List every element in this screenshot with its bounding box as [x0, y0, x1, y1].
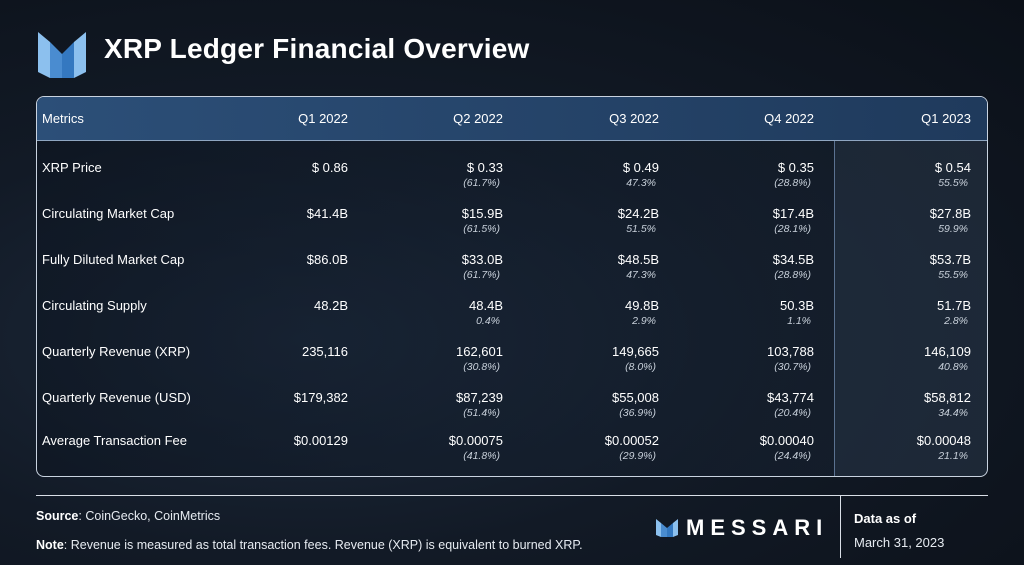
table-cell-value: $43,774: [767, 390, 814, 405]
table-cell-change: (29.9%): [619, 450, 656, 462]
brand-logo: MESSARI: [656, 515, 828, 541]
metric-label: Fully Diluted Market Cap: [42, 252, 185, 267]
table-cell-change: 21.1%: [938, 450, 968, 462]
table-cell-value: 146,109: [924, 344, 971, 359]
table-cell-value: 149,665: [612, 344, 659, 359]
table-cell-change: (61.5%): [463, 223, 500, 235]
table-cell-value: 49.8B: [625, 298, 659, 313]
data-as-of-label: Data as of: [854, 511, 917, 526]
table-cell-value: $53.7B: [929, 252, 971, 267]
table-cell-value: $0.00052: [604, 433, 659, 448]
data-as-of-date: March 31, 2023: [854, 535, 945, 550]
table-cell-change: 47.3%: [626, 177, 656, 189]
table-cell-value: $48.5B: [617, 252, 659, 267]
table-cell-change: 51.5%: [626, 223, 656, 235]
column-header-q4-2022: Q4 2022: [764, 111, 814, 126]
metric-label: XRP Price: [42, 160, 102, 175]
table-cell-change: (30.7%): [774, 361, 811, 373]
table-cell-value: $27.8B: [929, 206, 971, 221]
table-cell-value: $0.00129: [293, 433, 348, 448]
table-cell-value: $ 0.54: [934, 160, 971, 175]
table-cell-value: $15.9B: [461, 206, 503, 221]
revenue-note: Note: Revenue is measured as total trans…: [36, 538, 583, 552]
messari-small-logo-icon: [656, 519, 678, 537]
table-cell-change: (28.1%): [774, 223, 811, 235]
table-cell-value: 51.7B: [937, 298, 971, 313]
column-header-q1-2023: Q1 2023: [921, 111, 971, 126]
table-cell-change: 47.3%: [626, 269, 656, 281]
table-cell-value: $0.00040: [759, 433, 814, 448]
brand-wordmark: MESSARI: [686, 515, 829, 540]
metric-label: Circulating Market Cap: [42, 206, 175, 221]
table-cell-change: (28.8%): [774, 177, 811, 189]
table-header: [37, 97, 987, 141]
table-cell-change: (61.7%): [463, 269, 500, 281]
note-label: Note: [36, 538, 64, 552]
table-cell-change: 55.5%: [938, 177, 968, 189]
messari-m-logo-icon: [38, 32, 86, 78]
table-cell-change: (8.0%): [625, 361, 656, 373]
table-cell-change: 40.8%: [938, 361, 968, 373]
metric-label: Quarterly Revenue (USD): [42, 390, 191, 405]
financial-table: Metrics Q1 2022 Q2 2022 Q3 2022 Q4 2022 Q1 20…: [36, 96, 988, 477]
table-cell-change: (36.9%): [619, 407, 656, 419]
table-cell-value: 48.4B: [469, 298, 503, 313]
table-cell-value: 48.2B: [314, 298, 348, 313]
table-cell-value: 103,788: [767, 344, 814, 359]
source-note: Source: CoinGecko, CoinMetrics: [36, 509, 220, 523]
table-cell-value: $0.00075: [448, 433, 503, 448]
table-cell-value: 50.3B: [780, 298, 814, 313]
metric-label: Circulating Supply: [42, 298, 147, 313]
footer-vertical-divider: [840, 496, 841, 558]
footer-divider-line: [36, 495, 988, 496]
column-header-q1-2022: Q1 2022: [298, 111, 348, 126]
table-cell-change: (28.8%): [774, 269, 811, 281]
table-cell-value: $34.5B: [772, 252, 814, 267]
table-cell-value: $41.4B: [306, 206, 348, 221]
table-cell-value: $87,239: [456, 390, 503, 405]
column-header-metrics: Metrics: [42, 111, 84, 126]
table-cell-change: (61.7%): [463, 177, 500, 189]
table-cell-change: (24.4%): [774, 450, 811, 462]
page-title: XRP Ledger Financial Overview: [104, 33, 530, 64]
table-cell-change: 0.4%: [476, 315, 500, 327]
table-cell-change: 55.5%: [938, 269, 968, 281]
table-cell-value: $33.0B: [461, 252, 503, 267]
table-cell-change: 59.9%: [938, 223, 968, 235]
table-cell-value: $24.2B: [617, 206, 659, 221]
table-cell-value: $17.4B: [772, 206, 814, 221]
table-cell-value: $ 0.33: [466, 160, 503, 175]
metric-label: Quarterly Revenue (XRP): [42, 344, 191, 359]
table-cell-change: 1.1%: [787, 315, 811, 327]
table-cell-value: 235,116: [301, 344, 348, 359]
table-cell-value: $58,812: [924, 390, 971, 405]
table-cell-change: (51.4%): [463, 407, 500, 419]
source-text: : CoinGecko, CoinMetrics: [78, 509, 221, 523]
table-cell-change: 2.8%: [944, 315, 968, 327]
table-cell-value: $55,008: [612, 390, 659, 405]
table-cell-value: $ 0.49: [622, 160, 659, 175]
metric-label: Average Transaction Fee: [42, 433, 188, 448]
table-cell-value: $0.00048: [916, 433, 971, 448]
table-cell-value: 162,601: [456, 344, 503, 359]
source-label: Source: [36, 509, 79, 523]
table-cell-value: $ 0.35: [777, 160, 814, 175]
column-header-q2-2022: Q2 2022: [453, 111, 503, 126]
table-cell-value: $179,382: [293, 390, 348, 405]
table-cell-value: $86.0B: [306, 252, 348, 267]
note-text: : Revenue is measured as total transacti…: [63, 538, 583, 552]
column-header-q3-2022: Q3 2022: [609, 111, 659, 126]
table-cell-change: (41.8%): [463, 450, 500, 462]
table-cell-change: 2.9%: [632, 315, 656, 327]
table-cell-change: (30.8%): [463, 361, 500, 373]
highlight-column: [834, 97, 987, 476]
table-cell-change: 34.4%: [938, 407, 968, 419]
table-cell-change: (20.4%): [774, 407, 811, 419]
table-cell-value: $ 0.86: [311, 160, 348, 175]
